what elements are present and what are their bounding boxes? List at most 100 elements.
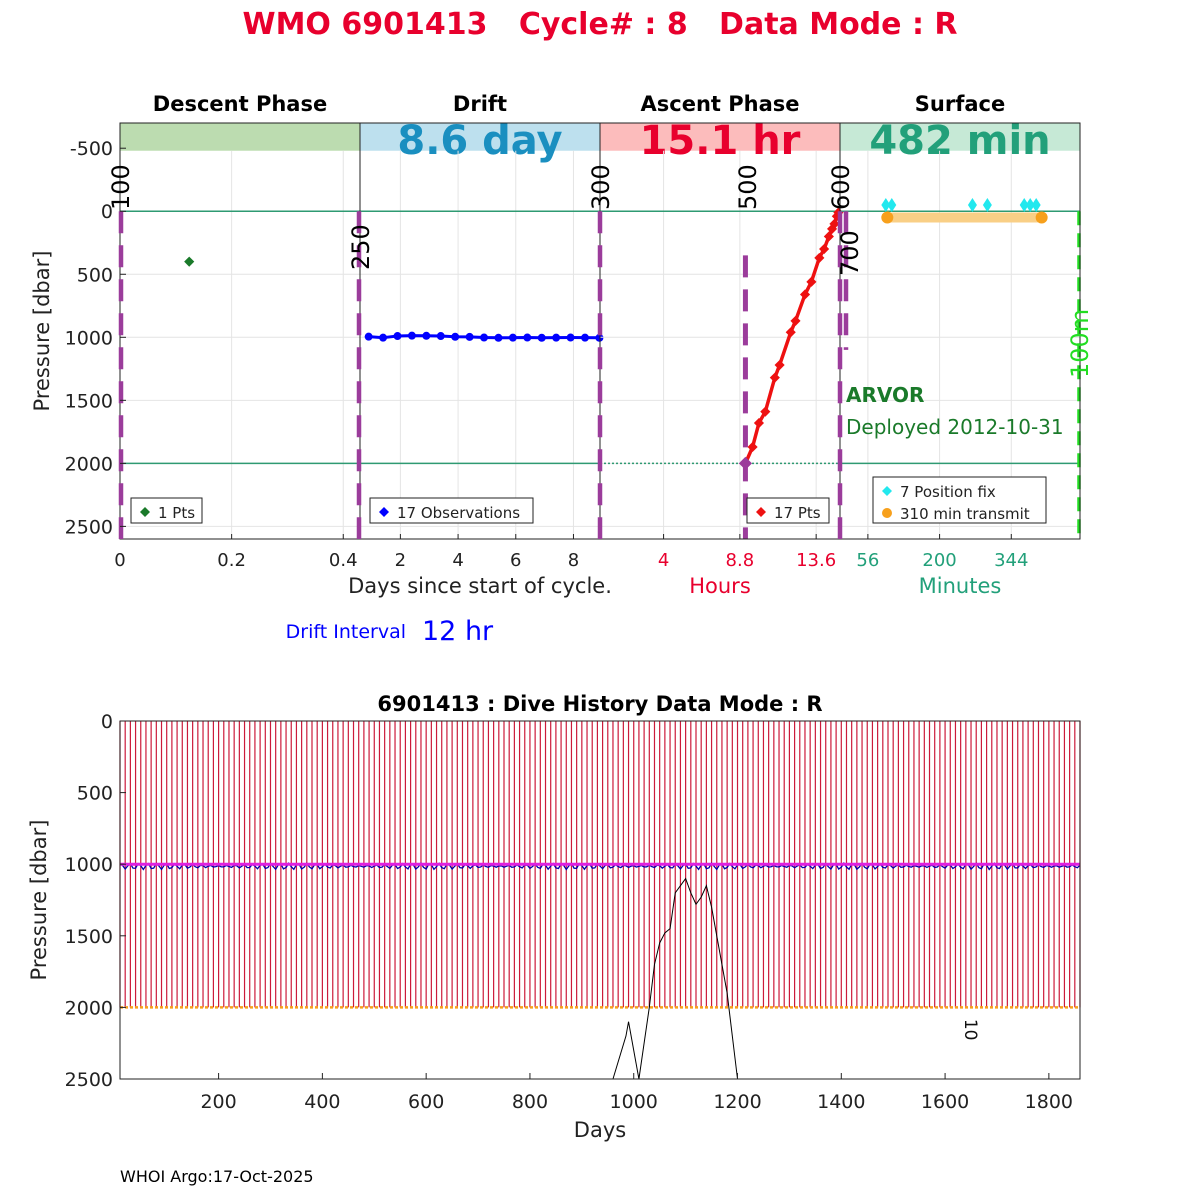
drift-point [451,332,460,341]
panel-header-ascent: Ascent Phase [641,92,800,116]
panel-header-drift: Drift [453,92,507,116]
ascent-point [790,315,801,326]
deployed-label: Deployed 2012-10-31 [846,415,1064,439]
legend-label: 1 Pts [158,504,195,522]
drift-interval-label: Drift Interval [286,621,406,643]
legend-marker [882,508,892,518]
y-tick-label: 2000 [65,453,113,475]
cycle-number-label: 10 [960,1019,980,1041]
drift-point [465,332,474,341]
phase-duration-ascent: 15.1 hr [640,118,801,164]
drift-legend: 17 Observations [369,497,534,524]
x-tick-label: 600 [408,1091,444,1113]
y-axis-label: Pressure [dbar] [30,251,54,412]
x-axis-label-hours: Hours [689,574,751,598]
y-tick-label: 500 [77,264,113,286]
x-tick-label: 6 [510,550,521,571]
drift-point [523,333,532,342]
drift-point [566,333,575,342]
depth-label: 700 [836,230,864,276]
phase-band-descent [120,123,360,151]
drift-point [364,332,373,341]
x-tick-label: 56 [856,550,879,571]
x-tick-label: 0 [114,550,125,571]
bottom-depth-trace [612,877,739,1080]
ascent-legend: 17 Pts [746,497,830,524]
y-tick-label: 1000 [65,327,113,349]
descent-point [184,256,195,267]
y-tick-label: 1500 [65,926,113,948]
ascent-point [747,441,758,453]
drift-point [393,332,402,341]
ascent-point [738,456,752,470]
position-fix-point [1025,197,1035,212]
ascent-point [785,327,796,338]
x-tick-label: 13.6 [796,550,836,571]
panel-header-surface: Surface [915,92,1005,116]
depth-label: 300 [587,164,615,210]
x-axis-label-minutes: Minutes [919,574,1002,598]
ascent-point [814,252,825,263]
depth-label: 600 [827,164,855,210]
position-fix-point [1019,197,1029,212]
dive-history-frame [119,720,1081,1080]
y-tick-label: 0 [101,201,113,223]
x-axis-label-days: Days since start of cycle. [348,574,612,598]
drift-point [581,333,589,342]
legend-marker [756,507,766,517]
x-axis-label: Days [574,1118,626,1142]
legend-label: 7 Position fix [900,483,996,501]
descent-legend: 1 Pts [130,497,203,524]
x-tick-label: 8.8 [726,550,755,571]
legend-marker [140,507,150,517]
phase-band-drift [360,123,600,151]
legend-label: 310 min transmit [900,505,1030,523]
y-tick-label: 2500 [65,516,113,538]
drift-point [480,333,489,342]
ascent-point [760,406,771,417]
x-tick-label: 1800 [1025,1091,1073,1113]
legend-marker [379,507,389,517]
depth-label: 250 [347,224,375,270]
page-title: WMO 6901413 Cycle# : 8 Data Mode : R [242,7,957,42]
ascent-point [799,289,811,300]
drift-point [379,333,388,342]
y-tick-label: -500 [70,138,113,160]
ascent-point [806,276,817,287]
y-tick-label: 1000 [65,854,113,876]
drift-point [508,333,517,342]
y-tick-label: 2000 [65,997,113,1019]
position-fix-point [982,197,992,212]
drift-point [436,332,445,341]
y-tick-label: 0 [101,711,113,733]
ascent-point [753,417,765,429]
surface-legend: 7 Position fix 310 min transmit [872,476,1047,524]
x-tick-label: 344 [994,550,1028,571]
footer-credit: WHOI Argo:17-Oct-2025 [120,1167,314,1186]
phase-band-ascent [600,123,840,151]
ascent-point [829,218,840,229]
phase-band-surface [840,123,1080,151]
position-fix-point [967,197,977,212]
dive-history-chart: 6901413 : Dive History Data Mode : R 10 20… [27,692,1081,1142]
y-axis-label: Pressure [dbar] [27,820,51,981]
float-type-label: ARVOR [846,383,924,407]
x-tick-label: 4 [658,550,669,571]
x-tick-label: 0.4 [329,550,358,571]
transmit-start-point [881,211,894,224]
legend-label: 17 Pts [774,504,821,522]
ascent-point [769,372,780,383]
legend-frame [369,497,534,524]
panel-header-descent: Descent Phase [153,92,327,116]
phase-duration-surface: 482 min [869,118,1050,164]
ascent-point [774,359,785,371]
panel-frame-drift [359,122,601,540]
position-fix-point [887,197,897,212]
depth-label: 100 [107,164,135,210]
drift-interval-value: 12 hr [422,616,494,647]
panel-frame-ascent [599,122,841,540]
drift-point [595,333,604,342]
depth-label: 500 [734,164,762,210]
